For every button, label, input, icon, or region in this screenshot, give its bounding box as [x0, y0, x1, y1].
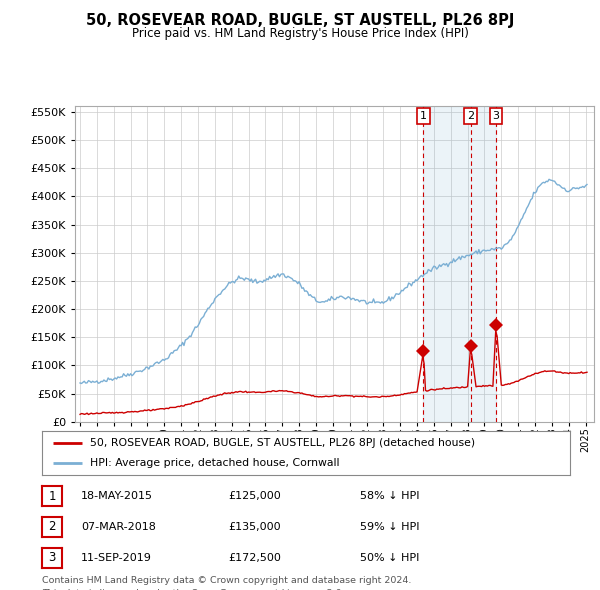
Bar [424, 106, 496, 422]
Text: 2: 2 [49, 520, 56, 533]
Text: 1: 1 [420, 111, 427, 121]
Text: 18-MAY-2015: 18-MAY-2015 [81, 491, 153, 501]
Text: 1: 1 [49, 490, 56, 503]
Text: £172,500: £172,500 [228, 553, 281, 562]
Text: 2: 2 [467, 111, 474, 121]
Text: 11-SEP-2019: 11-SEP-2019 [81, 553, 152, 562]
Text: 07-MAR-2018: 07-MAR-2018 [81, 522, 156, 532]
Text: 50, ROSEVEAR ROAD, BUGLE, ST AUSTELL, PL26 8PJ: 50, ROSEVEAR ROAD, BUGLE, ST AUSTELL, PL… [86, 13, 514, 28]
Text: Contains HM Land Registry data © Crown copyright and database right 2024.: Contains HM Land Registry data © Crown c… [42, 576, 412, 585]
Text: 50% ↓ HPI: 50% ↓ HPI [360, 553, 419, 562]
Text: Price paid vs. HM Land Registry's House Price Index (HPI): Price paid vs. HM Land Registry's House … [131, 27, 469, 40]
Text: 50, ROSEVEAR ROAD, BUGLE, ST AUSTELL, PL26 8PJ (detached house): 50, ROSEVEAR ROAD, BUGLE, ST AUSTELL, PL… [89, 438, 475, 448]
Text: £135,000: £135,000 [228, 522, 281, 532]
Text: HPI: Average price, detached house, Cornwall: HPI: Average price, detached house, Corn… [89, 458, 339, 468]
Text: 59% ↓ HPI: 59% ↓ HPI [360, 522, 419, 532]
Text: 58% ↓ HPI: 58% ↓ HPI [360, 491, 419, 501]
Text: £125,000: £125,000 [228, 491, 281, 501]
Text: This data is licensed under the Open Government Licence v3.0.: This data is licensed under the Open Gov… [42, 589, 344, 590]
Text: 3: 3 [49, 551, 56, 564]
Text: 3: 3 [493, 111, 500, 121]
